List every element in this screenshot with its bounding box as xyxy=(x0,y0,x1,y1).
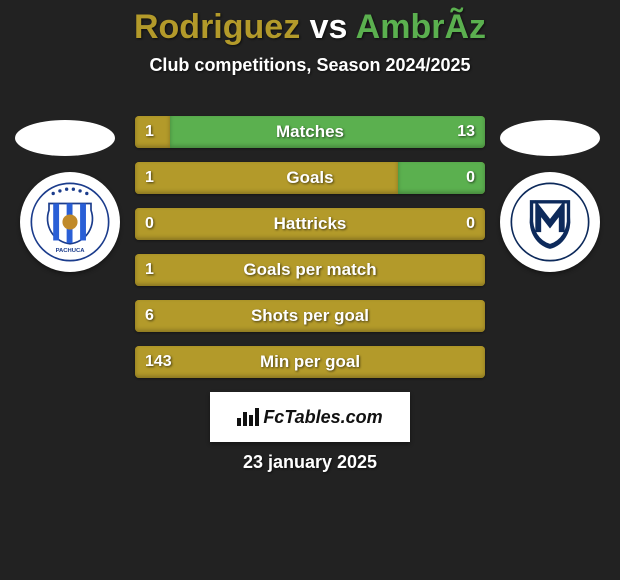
bar-value-right: 13 xyxy=(457,116,475,148)
bar-fill-right xyxy=(170,116,485,148)
title-vs: vs xyxy=(300,8,355,46)
monterrey-crest-icon xyxy=(508,180,592,264)
left-team-logo: PACHUCA xyxy=(20,172,120,272)
right-oval xyxy=(500,120,600,156)
bar-value-left: 0 xyxy=(145,208,154,240)
bar-row: 113Matches xyxy=(135,116,485,148)
bar-row: 143Min per goal xyxy=(135,346,485,378)
bar-fill-left xyxy=(135,300,485,332)
bar-row: 1Goals per match xyxy=(135,254,485,286)
barchart-icon xyxy=(237,408,259,426)
pachuca-crest-icon: PACHUCA xyxy=(28,180,112,264)
title-player1: Rodriguez xyxy=(134,8,300,46)
bar-value-right: 0 xyxy=(466,162,475,194)
bar-row: 6Shots per goal xyxy=(135,300,485,332)
comparison-card: Rodriguez vs AmbrÃ­z Club competitions, … xyxy=(0,0,620,580)
bar-value-left: 1 xyxy=(145,162,154,194)
bar-value-left: 143 xyxy=(145,346,172,378)
bar-value-left: 1 xyxy=(145,116,154,148)
page-title: Rodriguez vs AmbrÃ­z xyxy=(0,0,620,47)
date-text: 23 january 2025 xyxy=(0,452,620,473)
bar-row: 00Hattricks xyxy=(135,208,485,240)
svg-text:PACHUCA: PACHUCA xyxy=(56,248,86,254)
footer-text: FcTables.com xyxy=(263,407,382,428)
footer-badge[interactable]: FcTables.com xyxy=(210,392,410,442)
left-oval xyxy=(15,120,115,156)
bar-row: 10Goals xyxy=(135,162,485,194)
right-team-logo xyxy=(500,172,600,272)
bar-value-right: 0 xyxy=(466,208,475,240)
bar-value-left: 6 xyxy=(145,300,154,332)
bar-fill-left xyxy=(135,346,485,378)
bar-value-left: 1 xyxy=(145,254,154,286)
subtitle: Club competitions, Season 2024/2025 xyxy=(0,55,620,76)
bar-fill-left xyxy=(135,254,485,286)
bar-fill-left xyxy=(135,162,398,194)
bar-fill-left xyxy=(135,208,485,240)
title-player2: AmbrÃ­z xyxy=(356,8,486,46)
comparison-bars: 113Matches10Goals00Hattricks1Goals per m… xyxy=(135,116,485,378)
